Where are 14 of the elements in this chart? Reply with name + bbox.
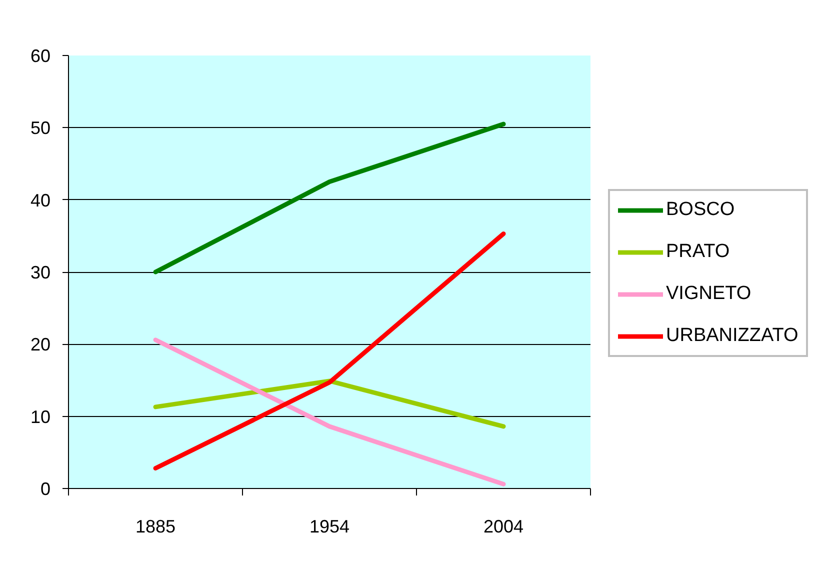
legend-label: BOSCO: [666, 198, 735, 220]
x-tick-label: 1954: [309, 516, 350, 536]
y-tick-label: 60: [30, 46, 51, 66]
x-tick-label: 1885: [135, 516, 176, 536]
y-tick-label: 50: [30, 118, 51, 138]
y-tick-label: 0: [40, 479, 51, 499]
legend-label: PRATO: [666, 240, 730, 262]
y-tick-label: 40: [30, 190, 51, 210]
legend-label: URBANIZZATO: [666, 324, 798, 346]
legend-label: VIGNETO: [666, 282, 752, 304]
y-tick-label: 10: [30, 406, 51, 427]
y-tick-label: 30: [30, 262, 51, 282]
x-tick-label: 2004: [483, 516, 524, 536]
y-tick-label: 20: [30, 334, 51, 355]
